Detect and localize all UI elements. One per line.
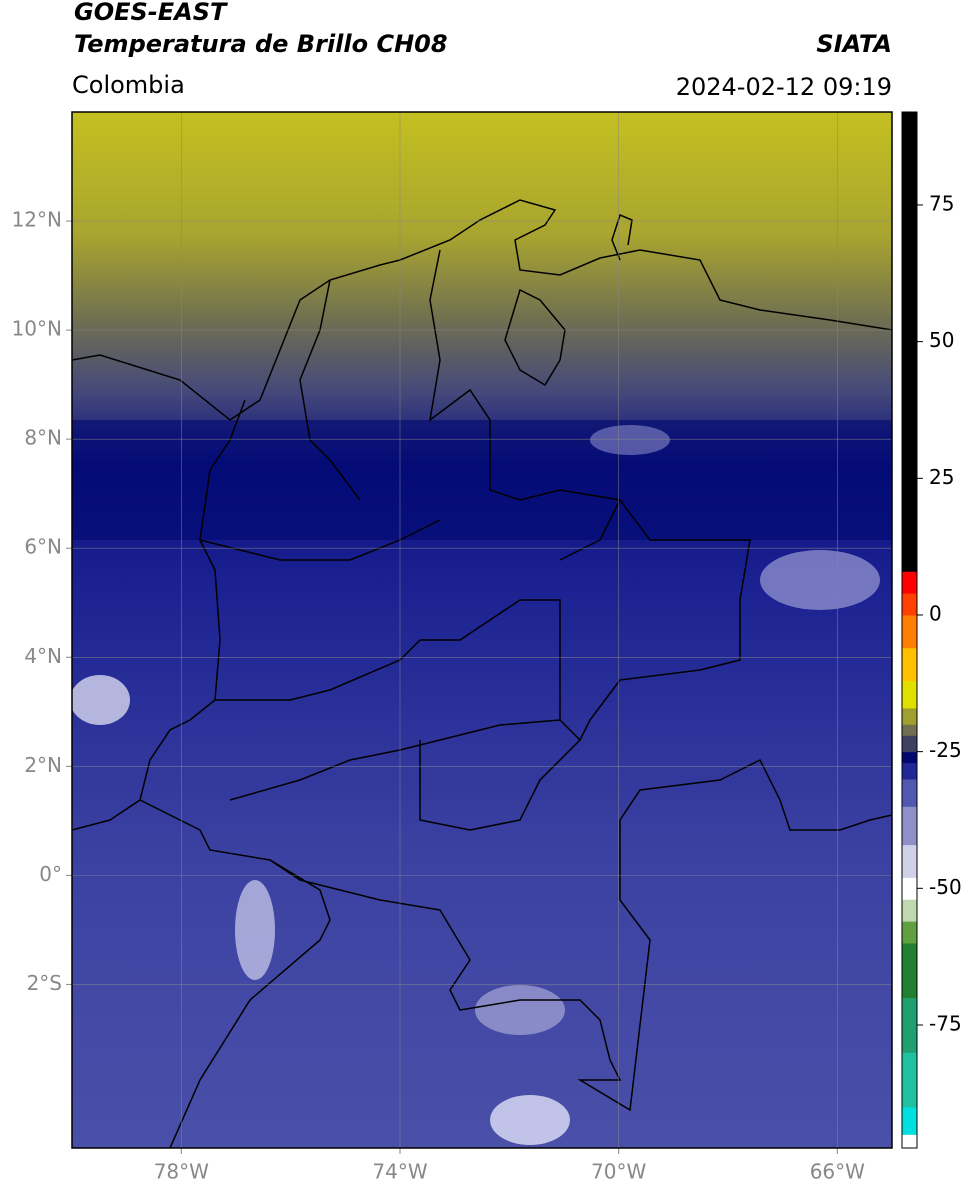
colorbar-tick-label: -50 [929,875,962,899]
colorbar-segment [902,735,917,753]
map-image [72,112,892,1148]
colorbar-segment [902,707,917,725]
colorbar-segment [902,1052,917,1108]
region: Colombia [72,71,185,99]
title: Temperatura de Brillo CH08 [74,30,448,58]
x-tick-label: 70°W [591,1160,646,1184]
colorbar-segment [902,680,917,709]
colorbar-segment [902,647,917,682]
colorbar-segment [902,778,917,807]
y-tick-label: 2°S [27,971,62,995]
colorbar-frame [901,111,918,1149]
y-tick-label: 0° [39,862,62,886]
x-tick-label: 74°W [372,1160,427,1184]
map-frame [71,111,893,1149]
colorbar-segment [902,806,917,846]
colorbar-segment [902,921,917,944]
y-tick-label: 8°N [24,426,62,450]
colorbar-segment [902,942,917,999]
colorbar-segment [902,614,917,649]
grid: 78°W 74°W 70°W 66°W 12°N 10°N 8°N 6°N 4°N 2°N 0° 2°… [12,112,892,1184]
colorbar-tick-label: 0 [929,601,942,625]
colorbar-segment [902,877,917,900]
y-tick-label: 12°N [12,208,62,232]
colorbar-segment [902,724,917,736]
y-tick-label: 10°N [12,317,62,341]
x-tick-label: 78°W [154,1160,209,1184]
colorbar-segment [902,844,917,878]
colorbar-tick-label: 25 [929,465,954,489]
colorbar-segment [902,899,917,922]
colorbar-segment [902,1106,917,1135]
source: SIATA [816,30,892,58]
x-tick-label: 66°W [810,1160,865,1184]
colorbar: 75 50 25 0 -25 -50 -75 [902,112,962,1149]
colorbar-segment [902,751,917,764]
colorbar-segment [902,997,917,1053]
colorbar-segment [902,112,917,572]
colorbar-segment [902,593,917,616]
colorbar-tick-label: -75 [929,1011,962,1035]
timestamp: 2024-02-12 09:19 [676,73,892,101]
colorbar-tick-label: 50 [929,328,954,352]
colorbar-tick-label: -25 [929,738,962,762]
colorbar-segment [902,1134,917,1149]
y-tick-label: 6°N [24,535,62,559]
y-tick-label: 2°N [24,753,62,777]
y-tick-label: 4°N [24,644,62,668]
title: GOES-EAST [74,0,228,26]
colorbar-segment [902,762,917,780]
colorbar-tick-label: 75 [929,191,954,215]
colorbar-segment [902,571,917,594]
